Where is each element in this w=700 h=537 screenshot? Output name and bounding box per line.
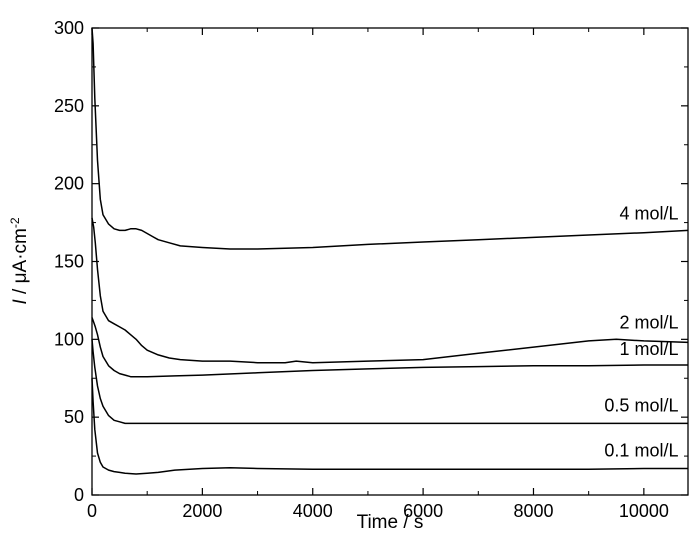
y-tick-label: 0 bbox=[74, 485, 84, 505]
y-axis-title-superscript: -2 bbox=[8, 217, 22, 228]
y-tick-label: 50 bbox=[64, 407, 84, 427]
series-label: 4 mol/L bbox=[619, 203, 678, 223]
x-tick-label: 4000 bbox=[293, 501, 333, 521]
x-tick-label: 0 bbox=[87, 501, 97, 521]
x-tick-label: 6000 bbox=[403, 501, 443, 521]
y-tick-label: 250 bbox=[54, 96, 84, 116]
x-axis-title: Time / s bbox=[357, 512, 424, 533]
y-axis-title: I / μA·cm-2 bbox=[8, 217, 31, 304]
series-label: 0.1 mol/L bbox=[604, 441, 678, 461]
y-tick-label: 150 bbox=[54, 252, 84, 272]
series-lines bbox=[91, 27, 689, 475]
series-line-4 bbox=[91, 339, 688, 425]
axis-ticks bbox=[91, 27, 688, 496]
x-tick-label: 2000 bbox=[182, 501, 222, 521]
series-line-3 bbox=[91, 317, 688, 378]
y-axis-title-italic: I bbox=[10, 299, 31, 305]
plot-frame bbox=[91, 27, 689, 496]
series-labels: 4 mol/L 2 mol/L 1 mol/L 0.5 mol/L 0.1 mol/L bbox=[604, 203, 678, 460]
series-line-2 bbox=[91, 217, 689, 364]
series-line-5 bbox=[91, 378, 688, 475]
series-line-1 bbox=[91, 27, 689, 250]
x-tick-label: 10000 bbox=[619, 501, 669, 521]
x-tick-label: 8000 bbox=[513, 501, 553, 521]
series-label: 1 mol/L bbox=[619, 339, 678, 359]
y-tick-label: 100 bbox=[54, 329, 84, 349]
y-tick-label: 300 bbox=[54, 18, 84, 38]
y-axis-title-units: / μA·cm bbox=[10, 228, 31, 299]
axis-tick-labels: 0 2000 4000 6000 8000 10000 0 50 100 150 200 250 300 bbox=[54, 18, 669, 521]
y-tick-label: 200 bbox=[54, 174, 84, 194]
series-label: 0.5 mol/L bbox=[604, 395, 678, 415]
series-label: 2 mol/L bbox=[619, 312, 678, 332]
